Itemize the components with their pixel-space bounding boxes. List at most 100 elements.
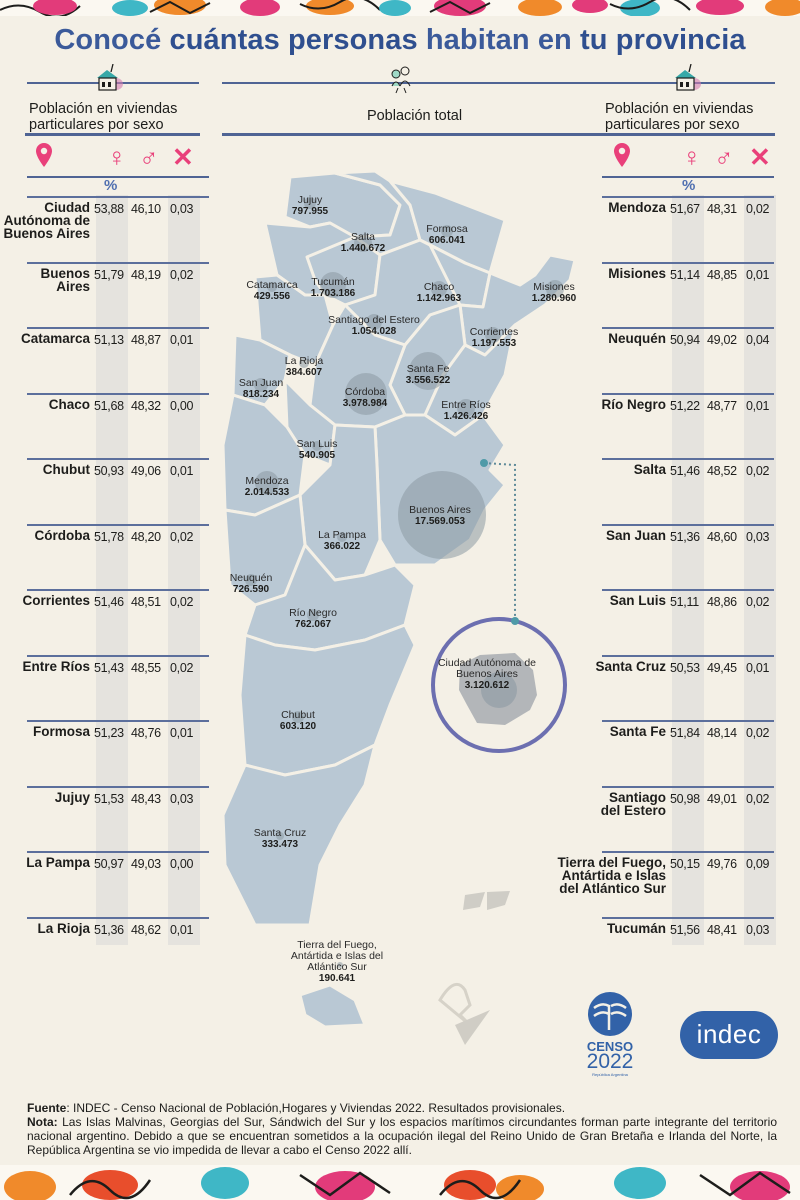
male-percent: 49,76 xyxy=(707,857,737,871)
male-percent: 48,62 xyxy=(131,922,161,937)
map-province-name: Ciudad Autónoma de Buenos Aires xyxy=(437,657,537,680)
house-icon xyxy=(92,63,126,94)
province-name-line: Antártida e Islas xyxy=(561,868,666,883)
map-province-label: Santa Fe 3.556.522 xyxy=(406,363,451,387)
male-percent: 48,51 xyxy=(131,595,161,609)
province-name-line: Entre Ríos xyxy=(22,658,90,674)
map-province-population: 606.041 xyxy=(428,235,466,246)
map-province-name: Mendoza xyxy=(245,475,289,487)
province-name: Córdoba xyxy=(0,527,91,543)
province-name: La Pampa xyxy=(0,855,90,870)
symbol-header-row: ♀ ♂ ✕ xyxy=(10,143,210,173)
row-divider xyxy=(602,654,774,657)
row-divider xyxy=(602,523,774,526)
location-pin-icon xyxy=(36,143,52,172)
female-percent: 51,23 xyxy=(94,726,124,740)
row-divider xyxy=(27,261,209,264)
female-symbol-icon: ♀ xyxy=(682,142,702,172)
header-underline-left xyxy=(25,133,200,136)
indec-logo: indec xyxy=(680,1011,778,1059)
female-percent: 51,22 xyxy=(670,398,700,413)
province-name-line: Formosa xyxy=(32,724,90,739)
female-percent: 51,46 xyxy=(670,464,700,478)
other-percent: 0,00 xyxy=(170,398,194,413)
province-name: Entre Ríos xyxy=(0,658,90,674)
province-name-line: La Pampa xyxy=(26,855,90,870)
male-percent: 49,06 xyxy=(131,464,161,478)
map-province-name: Chubut xyxy=(281,709,315,721)
other-percent: 0,01 xyxy=(170,464,194,478)
header-underline-center xyxy=(222,133,607,136)
map-province-label: Tucumán 1.703.186 xyxy=(311,276,356,300)
male-percent: 48,87 xyxy=(131,333,161,347)
map-province-population: 603.120 xyxy=(279,721,317,732)
other-percent: 0,01 xyxy=(746,267,770,282)
male-symbol-icon: ♂ xyxy=(714,142,734,172)
province-name: Santa Cruz xyxy=(486,659,666,673)
map-province-label: Misiones 1.280.960 xyxy=(531,281,577,305)
map-province-label: Río Negro 762.067 xyxy=(289,608,337,631)
map-province-label: Santiago del Estero 1.054.028 xyxy=(328,315,420,338)
province-name: Mendoza xyxy=(486,201,666,215)
male-percent: 48,32 xyxy=(131,398,161,413)
male-percent: 49,01 xyxy=(707,791,737,806)
other-percent: 0,00 xyxy=(170,857,194,871)
map-province-label: Buenos Aires 17.569.053 xyxy=(409,505,471,528)
map-province-label: La Pampa 366.022 xyxy=(318,530,366,553)
province-name: Corrientes xyxy=(0,594,90,608)
map-province-name: Santa Cruz xyxy=(253,827,307,839)
decorative-pattern-bottom xyxy=(0,1165,800,1200)
map-province-label: Santa Cruz 333.473 xyxy=(253,827,307,851)
male-percent: 48,60 xyxy=(707,529,737,544)
male-symbol-icon: ♂ xyxy=(139,142,159,172)
people-icon xyxy=(384,64,418,94)
province-name-line: Río Negro xyxy=(601,396,666,412)
map-province-population: 2.014.533 xyxy=(244,487,290,498)
row-divider xyxy=(27,916,209,919)
male-percent: 48,19 xyxy=(131,267,161,282)
map-province-name: La Rioja xyxy=(284,355,324,367)
province-name: La Rioja xyxy=(0,921,90,935)
map-province-name: Tucumán xyxy=(311,276,355,288)
province-name: Catamarca xyxy=(0,332,90,346)
map-province-label: Jujuy 797.955 xyxy=(292,195,328,218)
male-percent: 48,77 xyxy=(707,398,737,413)
map-province-name: Misiones xyxy=(533,281,575,293)
province-name-line: Córdoba xyxy=(34,527,91,543)
map-province-name: Santa Fe xyxy=(406,363,450,375)
province-name-line: Buenos xyxy=(40,265,90,281)
disclaimer-note: Nota: Las Islas Malvinas, Georgias del S… xyxy=(27,1115,777,1157)
right-column-header: Población en viviendas particulares por … xyxy=(605,101,780,133)
row-divider xyxy=(602,458,774,460)
row-divider xyxy=(27,589,209,591)
other-percent: 0,01 xyxy=(170,922,194,937)
female-percent: 50,15 xyxy=(670,857,700,871)
censo-logo-text: CENSO xyxy=(586,1039,634,1054)
male-percent: 49,45 xyxy=(707,660,737,675)
male-percent: 46,10 xyxy=(131,202,161,216)
male-percent: 48,86 xyxy=(707,595,737,609)
map-province-population: 1.280.960 xyxy=(531,293,577,304)
male-percent: 48,55 xyxy=(131,660,161,675)
map-province-label: Ciudad Autónoma de Buenos Aires 3.120.612 xyxy=(432,657,542,692)
location-pin-icon xyxy=(614,143,630,172)
province-name-line: Neuquén xyxy=(608,331,666,346)
female-percent: 51,36 xyxy=(94,922,124,937)
map-province-population: 1.054.028 xyxy=(351,326,397,337)
map-province-population: 540.905 xyxy=(298,450,336,461)
female-percent: 51,84 xyxy=(670,726,700,740)
other-percent: 0,02 xyxy=(746,726,770,740)
map-province-name: Catamarca xyxy=(246,279,298,291)
center-column-header: Población total xyxy=(222,108,607,124)
row-divider xyxy=(602,785,774,788)
other-percent: 0,09 xyxy=(746,857,770,871)
right-header-line-1: Población en viviendas xyxy=(605,101,754,117)
map-province-population: 17.569.053 xyxy=(414,516,466,527)
map-province-label: Tierra del Fuego, Antártida e Islas del … xyxy=(282,940,392,985)
female-percent: 51,68 xyxy=(94,398,124,413)
female-percent: 50,97 xyxy=(94,857,124,871)
map-province-population: 190.641 xyxy=(318,973,356,984)
male-percent: 48,41 xyxy=(707,922,737,937)
other-percent: 0,01 xyxy=(170,726,194,740)
province-name: Santa Fe xyxy=(486,725,666,739)
